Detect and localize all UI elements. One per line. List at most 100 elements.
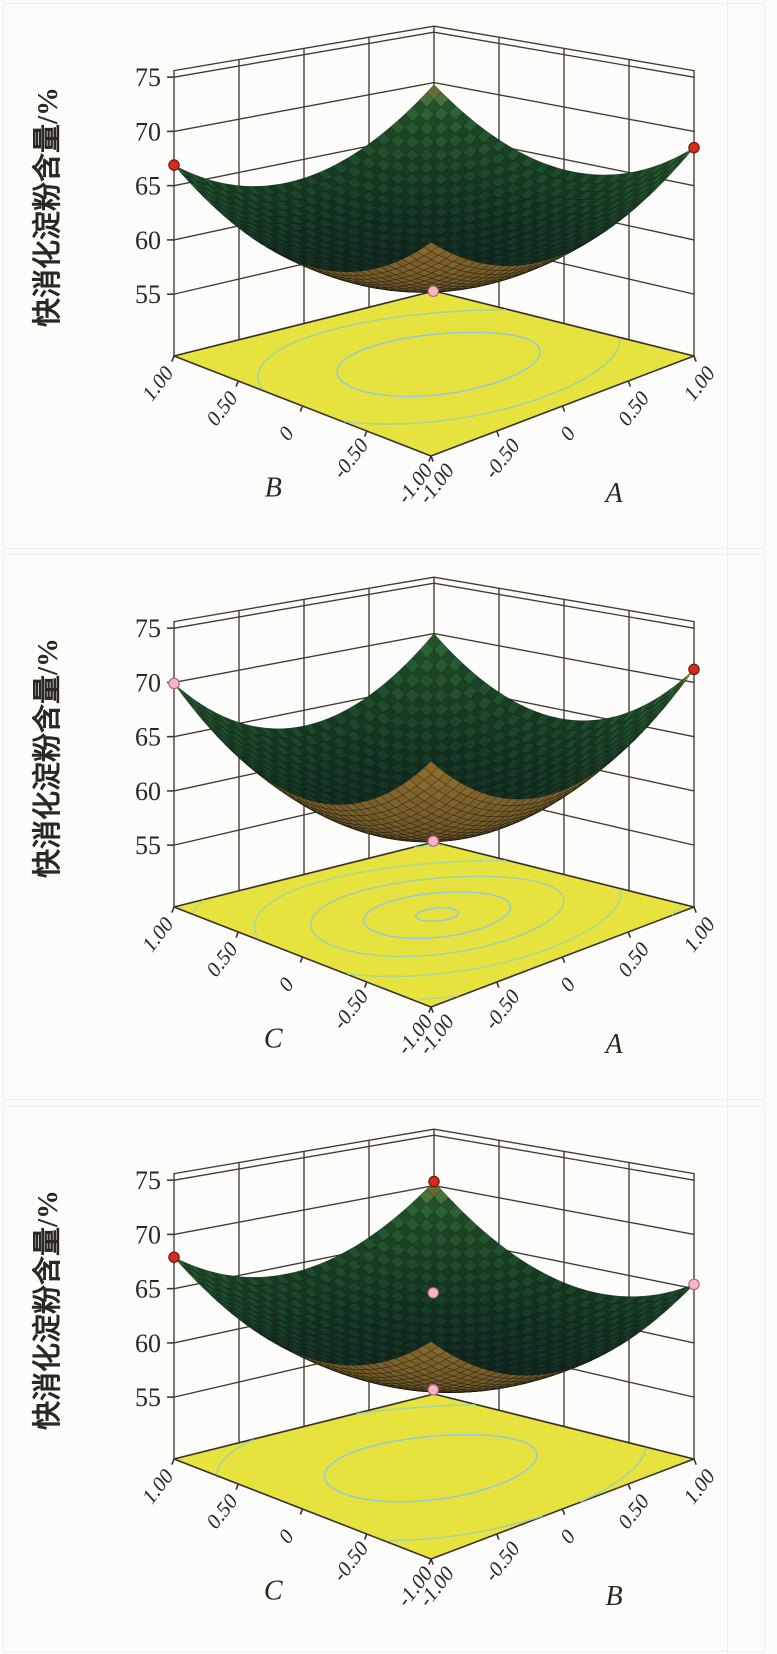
axis-label: C [264, 1576, 283, 1607]
contour-line [579, 1447, 647, 1503]
contour-line [356, 1403, 476, 1415]
axis-tick-label: -0.50 [479, 434, 525, 484]
axis-label: B [606, 1581, 623, 1612]
axis-tick [496, 430, 500, 437]
design-point-red [688, 141, 700, 154]
surface-plot-panel-3: 1.00 0.50 0 -0.50 -1.00 C -1.00 -0.50 0 0.50 1.00 B… [3, 1106, 765, 1652]
axis-tick-label: 0.50 [613, 386, 655, 430]
axis-tick [693, 906, 697, 913]
axis-tick-label: 0 [555, 1525, 581, 1548]
contour-line [191, 899, 205, 914]
z-tick-label: 60 [135, 226, 161, 255]
z-tick-label: 75 [135, 1166, 161, 1195]
contour-line [310, 875, 565, 958]
axis-tick [171, 1458, 175, 1465]
contour-line [253, 859, 506, 940]
axis-label: A [604, 1029, 624, 1060]
contour-line [336, 331, 541, 398]
axis-tick [627, 931, 632, 938]
design-points [168, 663, 700, 847]
axis-tick [627, 1483, 632, 1490]
axis-label: B [265, 473, 282, 504]
axis-tick [171, 906, 175, 913]
z-tick-label: 55 [135, 831, 161, 860]
axis-tick-label: -0.50 [479, 985, 525, 1035]
axis-tick-label: 1.00 [678, 1464, 720, 1508]
design-point-pink [427, 1384, 439, 1396]
design-point-pink [168, 677, 180, 690]
contour-line [347, 889, 622, 978]
design-point-red [168, 159, 180, 171]
z-axis: 75 70 65 60 55 快消化淀粉含量/% [30, 1166, 174, 1430]
axis-tick [171, 355, 175, 362]
floor-plane [173, 290, 695, 457]
axis-label: C [264, 1024, 283, 1055]
axis-tick-label: 0.50 [201, 386, 243, 430]
axis-tick-label: 1.00 [137, 912, 179, 956]
axis-tick [363, 981, 368, 988]
axis-tick-label: 1.00 [137, 361, 179, 405]
contour-floor [173, 1393, 695, 1560]
axis-tick-label: 0.50 [201, 1489, 243, 1533]
z-tick-label: 70 [135, 117, 161, 146]
axis-tick [430, 1558, 434, 1565]
z-tick-label: 55 [135, 280, 161, 309]
z-axis: 75 70 65 60 55 快消化淀粉含量/% [30, 614, 174, 878]
axis-tick-label: -0.50 [327, 1536, 373, 1586]
axis-tick-label: 1.00 [137, 1464, 179, 1508]
z-tick-label: 55 [135, 1383, 161, 1412]
axis-tick [363, 1533, 368, 1540]
design-points [168, 1175, 700, 1396]
axis-tick [496, 1533, 500, 1540]
z-tick-label: 65 [135, 1275, 161, 1304]
design-points [168, 141, 700, 297]
design-point-red [688, 663, 700, 676]
axis-tick-label: -0.50 [479, 1537, 525, 1587]
axis-tick-label: 0.50 [613, 937, 655, 981]
contour-line [418, 994, 459, 1001]
contour-line [671, 904, 681, 916]
z-tick-label: 75 [135, 63, 161, 92]
axis-tick-label: 0 [555, 422, 581, 445]
axis-tick-label: 1.00 [678, 912, 720, 956]
surface-plot-panel-1: 1.00 0.50 0 -0.50 -1.00 B -1.00 -0.50 0 0.50 1.00 A… [3, 3, 765, 549]
floor-plane [173, 1393, 695, 1560]
z-tick-label: 75 [135, 614, 161, 643]
design-point-red [428, 1175, 440, 1188]
z-tick-label: 65 [135, 172, 161, 201]
axis-tick [561, 956, 566, 963]
scan-edge-line [727, 0, 728, 1654]
z-tick-label: 70 [135, 1220, 161, 1249]
contour-line [344, 338, 621, 425]
surface-chart-svg: 1.000.500-0.50-1.00C -1.00-0.5000.501.00A… [30, 576, 720, 1060]
z-axis: 75 70 65 60 55 快消化淀粉含量/% [30, 63, 174, 327]
design-point-pink [688, 1278, 700, 1291]
axis-tick [561, 1508, 566, 1515]
contour-floor [173, 290, 695, 457]
axis-tick-label: 0.50 [613, 1489, 655, 1533]
axis-tick [693, 1458, 697, 1465]
response-surface-mesh [173, 84, 695, 293]
axis-tick-label: 0 [273, 1524, 299, 1547]
axis-tick [235, 380, 239, 387]
axis-tick [299, 1508, 304, 1515]
axis-tick-label: 0 [555, 973, 581, 996]
axis-tick [627, 380, 632, 387]
z-tick-label: 65 [135, 723, 161, 752]
axis-tick-label: -0.50 [327, 433, 373, 483]
response-surface-mesh [173, 1181, 695, 1393]
axis-tick-label: 0 [273, 421, 299, 444]
z-axis-title: 快消化淀粉含量/% [30, 87, 64, 327]
axis-tick [235, 1483, 239, 1490]
contour-line [323, 1433, 538, 1503]
design-point-pink [427, 835, 439, 847]
design-point-pink [427, 1287, 439, 1299]
z-tick-label: 60 [135, 1329, 161, 1358]
z-axis-title: 快消化淀粉含量/% [30, 638, 64, 878]
contour-line [257, 309, 506, 391]
axis-tick [363, 430, 368, 437]
surface-chart-svg: 1.000.500-0.50-1.00B -1.00-0.5000.501.00A… [30, 25, 720, 509]
contour-line [363, 891, 512, 940]
design-point-pink [427, 285, 439, 297]
